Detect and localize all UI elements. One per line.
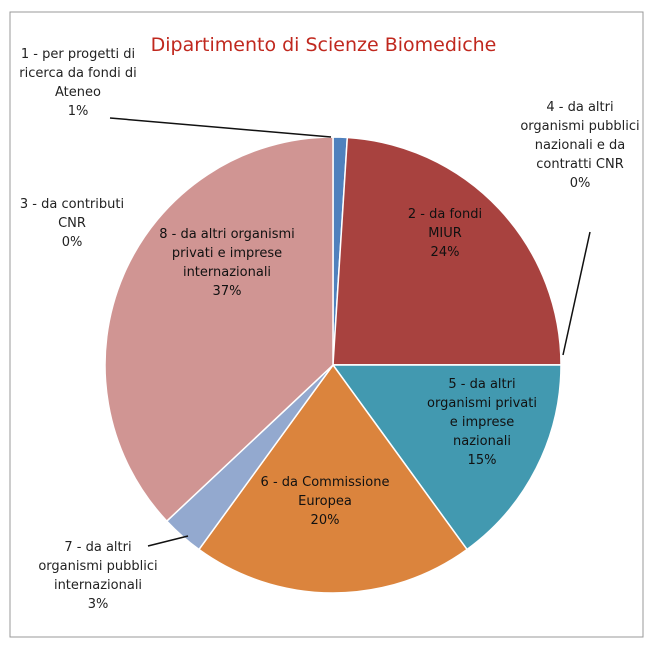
leader-line [147,535,189,547]
category-label: 5 - da altri organismi privati e imprese… [427,377,537,449]
value-label: 20% [310,513,340,528]
pie-slice [104,136,334,523]
category-label: 8 - da altri organismi privati e imprese… [159,227,295,280]
pie [104,136,562,594]
category-label: 4 - da altri organismi pubblici nazional… [520,100,640,172]
pie-slice [331,364,562,551]
slice-label: 3 - da contributi CNR 0% [12,195,132,252]
category-label: 6 - da Commissione Europea [260,475,390,509]
pie-slice [332,136,562,366]
category-label: 1 - per progetti di ricerca da fondi di … [19,47,137,100]
slice-label: 4 - da altri organismi pubblici nazional… [520,98,640,193]
leader-line [562,231,591,356]
value-label: 37% [212,284,242,299]
slice-label: 5 - da altri organismi privati e imprese… [427,375,537,470]
slice-label: 8 - da altri organismi privati e imprese… [157,225,297,301]
slice-label: 7 - da altri organismi pubblici internaz… [38,538,158,614]
frame [9,11,644,638]
category-label: 7 - da altri organismi pubblici internaz… [38,540,158,593]
value-label: 15% [467,453,497,468]
value-label: 24% [430,245,460,260]
category-label: 3 - da contributi CNR [19,197,125,231]
value-label: 0% [569,176,591,191]
slice-label: 1 - per progetti di ricerca da fondi di … [18,45,138,121]
value-label: 3% [87,597,109,612]
value-label: 1% [67,104,89,119]
category-label: 2 - da fondi MIUR [407,207,483,241]
pie-slice [197,363,469,594]
value-label: 0% [61,235,83,250]
slice-label: 2 - da fondi MIUR 24% [390,205,500,262]
leader-line [109,117,332,138]
slice-label: 6 - da Commissione Europea 20% [260,473,390,530]
chart-title: Dipartimento di Scienze Biomediche [150,34,497,56]
